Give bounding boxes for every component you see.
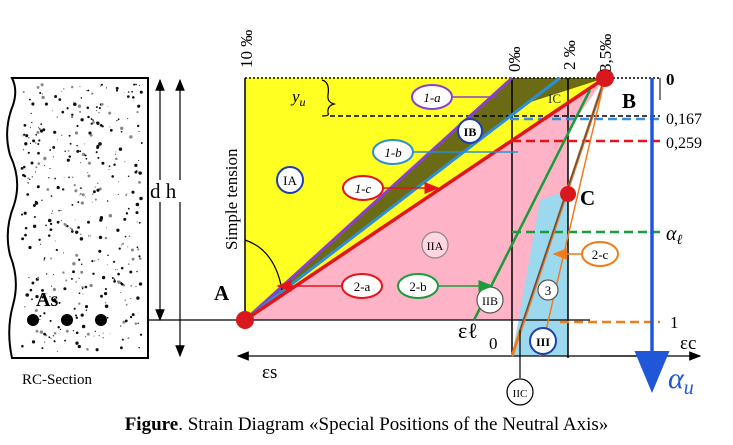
point-b-label: B [622, 89, 636, 113]
simple-tension-label: Simple tension [222, 148, 241, 250]
rebar [27, 314, 39, 326]
zone-iib-marker: IIB [476, 286, 504, 314]
strain-2-label: 2 ‰ [560, 40, 579, 70]
zone-ic-label: IC [548, 91, 561, 106]
figure-caption: Figure. Strain Diagram «Special Position… [124, 414, 609, 435]
height-dimension: d h [150, 78, 190, 358]
section-label: RC-Section [22, 372, 92, 388]
rebar [95, 314, 107, 326]
level-0-label: 0 [666, 70, 675, 89]
label-2c: 2-c [552, 241, 619, 267]
concrete-texture [20, 83, 143, 353]
svg-text:2-a: 2-a [354, 279, 371, 294]
line-1b [244, 76, 561, 322]
svg-text:III: III [536, 335, 550, 349]
svg-text:2-b: 2-b [409, 279, 426, 294]
svg-text:2-c: 2-c [592, 247, 609, 262]
label-1c: 1-c [342, 175, 440, 201]
pivot-b [596, 69, 614, 87]
eps-l-label: εℓ [458, 318, 478, 343]
yu-label: yu [290, 87, 306, 109]
zone-iic-marker: IIC [506, 330, 534, 406]
svg-text:1-b: 1-b [384, 145, 402, 160]
alpha-l-label: αℓ [666, 223, 683, 248]
alpha-u-label: αu [668, 362, 694, 399]
point-a-label: A [214, 281, 230, 305]
svg-text:IIC: IIC [513, 388, 528, 400]
label-2a: 2-a [276, 273, 383, 299]
line-1c [244, 76, 606, 322]
svg-text:1-c: 1-c [355, 181, 372, 196]
origin-label: 0 [489, 334, 498, 353]
pivot-a [236, 311, 254, 329]
level-0259-label: 0,259 [666, 135, 702, 152]
rebar [61, 314, 73, 326]
zone-fill-olive-ic [512, 78, 605, 108]
label-2b: 2-b [397, 273, 494, 299]
svg-text:IIA: IIA [427, 239, 444, 253]
svg-text:IB: IB [464, 125, 477, 139]
yu-brace [321, 79, 337, 117]
eps-c-label: εc [680, 333, 696, 354]
svg-text:IA: IA [283, 173, 297, 188]
height-label: d h [150, 179, 177, 203]
svg-text:3: 3 [545, 283, 552, 298]
point-c-label: C [580, 186, 595, 210]
zone-ib-marker: IB [457, 118, 483, 144]
zone-3-marker: 3 [537, 279, 559, 301]
line-iic [519, 77, 606, 331]
line-3 [539, 77, 606, 357]
label-1b: 1-b [372, 139, 518, 165]
zone-iii-marker: III [529, 327, 557, 355]
strain-0-label: 0‰ [505, 47, 524, 73]
level-1-label: 1 [670, 313, 679, 332]
strain-35-label: 3,5‰ [596, 34, 615, 72]
steel-label: As [36, 289, 58, 311]
eps-s-label: εs [262, 362, 277, 383]
zone-ia-marker: IA [276, 166, 304, 194]
strain-10-label: 10 ‰ [237, 30, 256, 68]
zone-iia-marker: IIA [421, 231, 449, 259]
rc-section: As RC-Section [6, 77, 149, 388]
svg-text:1-a: 1-a [423, 90, 441, 105]
label-1a: 1-a [411, 84, 497, 110]
svg-text:IIB: IIB [482, 294, 498, 308]
level-0167-label: 0,167 [666, 111, 702, 128]
pivot-c [560, 186, 576, 202]
